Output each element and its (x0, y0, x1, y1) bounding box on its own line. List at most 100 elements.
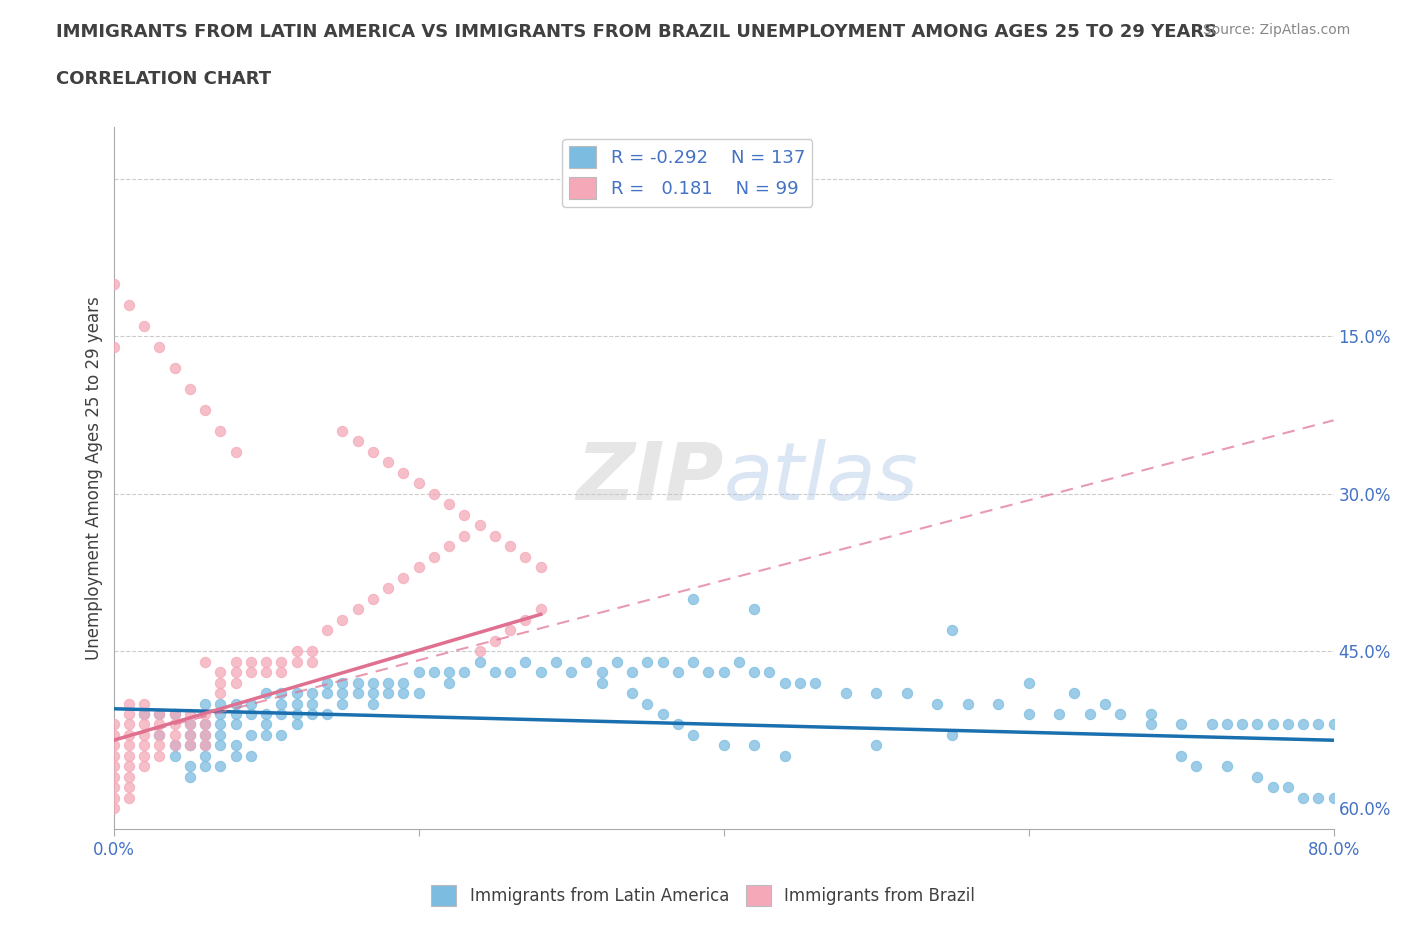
Point (1230, 717, 1253, 732)
Point (239, 727, 262, 742)
Point (118, 717, 141, 732)
Point (621, 685, 644, 700)
Text: Source: ZipAtlas.com: Source: ZipAtlas.com (1202, 23, 1350, 37)
Point (1018, 707, 1040, 722)
Point (194, 727, 217, 742)
Y-axis label: Unemployment Among Ages 25 to 29 years: Unemployment Among Ages 25 to 29 years (86, 296, 103, 660)
Point (1308, 790, 1330, 805)
Point (1277, 780, 1299, 795)
Point (453, 507, 475, 522)
Point (179, 727, 201, 742)
Point (758, 665, 780, 680)
Point (468, 644, 491, 658)
Point (1170, 749, 1192, 764)
Point (332, 423, 354, 438)
Point (148, 738, 170, 753)
Point (437, 665, 460, 680)
Point (682, 727, 704, 742)
Point (254, 727, 277, 742)
Point (1201, 717, 1223, 732)
Point (118, 780, 141, 795)
Point (377, 580, 399, 595)
Text: CORRELATION CHART: CORRELATION CHART (56, 70, 271, 87)
Point (1246, 769, 1268, 784)
Point (163, 738, 186, 753)
Point (118, 727, 141, 742)
Point (346, 602, 368, 617)
Point (209, 759, 232, 774)
Point (316, 623, 339, 638)
Point (1323, 790, 1346, 805)
Point (254, 654, 277, 669)
Point (134, 749, 156, 764)
Point (392, 675, 415, 690)
Point (209, 665, 232, 680)
Point (301, 707, 323, 722)
Point (134, 738, 156, 753)
Point (103, 780, 125, 795)
Point (437, 675, 460, 690)
Point (118, 707, 141, 722)
Point (423, 550, 446, 565)
Point (484, 633, 506, 648)
Point (118, 749, 141, 764)
Point (148, 717, 170, 732)
Point (194, 707, 217, 722)
Point (666, 717, 689, 732)
Point (163, 361, 186, 376)
Point (134, 707, 156, 722)
Point (728, 654, 751, 669)
Point (499, 538, 522, 553)
Point (209, 707, 232, 722)
Point (1078, 707, 1101, 722)
Point (575, 654, 598, 669)
Point (285, 685, 308, 700)
Point (209, 675, 232, 690)
Legend: Immigrants from Latin America, Immigrants from Brazil: Immigrants from Latin America, Immigrant… (425, 879, 981, 912)
Point (179, 738, 201, 753)
Point (194, 717, 217, 732)
Point (163, 727, 186, 742)
Text: atlas: atlas (724, 439, 918, 517)
Point (209, 696, 232, 711)
Point (591, 665, 613, 680)
Point (636, 654, 658, 669)
Point (834, 685, 856, 700)
Point (209, 423, 232, 438)
Point (682, 591, 704, 606)
Point (1139, 707, 1161, 722)
Point (316, 675, 339, 690)
Point (194, 696, 217, 711)
Point (1246, 717, 1268, 732)
Point (1216, 717, 1239, 732)
Point (896, 685, 918, 700)
Point (301, 654, 323, 669)
Point (530, 665, 553, 680)
Point (1261, 780, 1284, 795)
Point (225, 445, 247, 459)
Point (179, 738, 201, 753)
Point (361, 685, 384, 700)
Point (361, 591, 384, 606)
Point (239, 654, 262, 669)
Point (194, 403, 217, 418)
Point (1170, 717, 1192, 732)
Point (499, 623, 522, 638)
Point (270, 685, 292, 700)
Point (361, 445, 384, 459)
Point (423, 486, 446, 501)
Point (1261, 717, 1284, 732)
Point (209, 717, 232, 732)
Point (666, 665, 689, 680)
Point (804, 675, 827, 690)
Point (270, 654, 292, 669)
Point (423, 665, 446, 680)
Point (742, 665, 765, 680)
Point (134, 318, 156, 333)
Point (285, 707, 308, 722)
Point (941, 727, 963, 742)
Point (361, 696, 384, 711)
Point (1277, 717, 1299, 732)
Point (1292, 717, 1315, 732)
Point (148, 707, 170, 722)
